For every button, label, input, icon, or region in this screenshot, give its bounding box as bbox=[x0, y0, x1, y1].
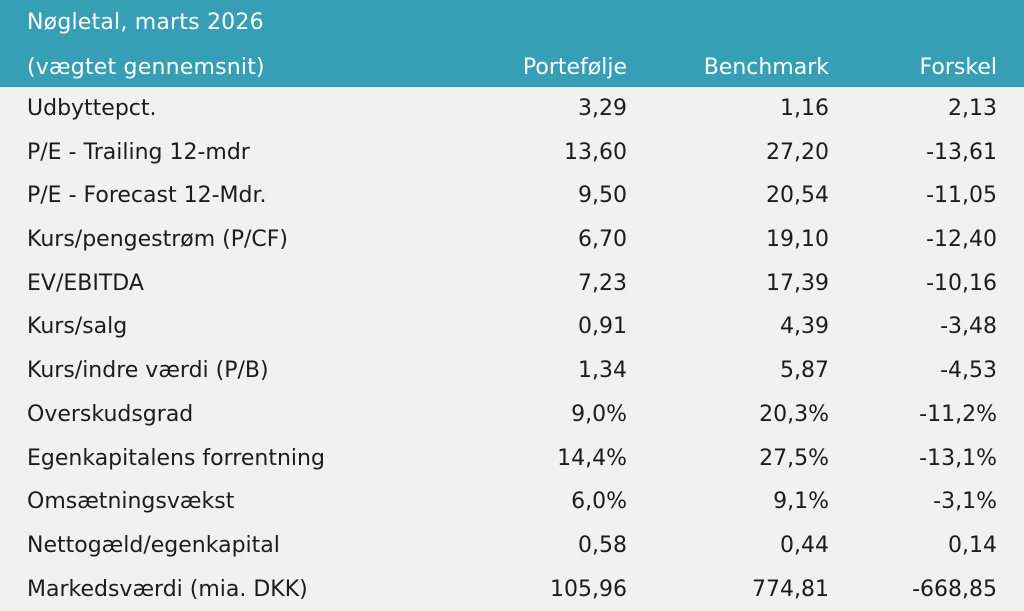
cell-portefolje: 105,96 bbox=[550, 576, 627, 602]
table-row: P/E - Forecast 12-Mdr. 9,50 20,54 -11,05 bbox=[0, 174, 1024, 218]
cell-portefolje: 7,23 bbox=[578, 270, 627, 296]
cell-portefolje: 14,4% bbox=[557, 445, 627, 471]
cell-benchmark: 5,87 bbox=[780, 358, 829, 384]
row-label: Kurs/salg bbox=[27, 314, 128, 340]
row-label: Nettogæld/egenkapital bbox=[27, 532, 280, 558]
cell-portefolje: 9,0% bbox=[571, 401, 627, 427]
cell-benchmark: 17,39 bbox=[766, 270, 829, 296]
cell-portefolje: 6,0% bbox=[571, 489, 627, 515]
column-header-portefolje: Portefølje bbox=[522, 55, 627, 80]
table-row: P/E - Trailing 12-mdr 13,60 27,20 -13,61 bbox=[0, 131, 1024, 175]
row-label: Kurs/pengestrøm (P/CF) bbox=[27, 227, 289, 253]
column-header-forskel: Forskel bbox=[919, 55, 997, 80]
row-label: P/E - Trailing 12-mdr bbox=[27, 139, 250, 165]
cell-forskel: 0,14 bbox=[948, 532, 997, 558]
cell-portefolje: 3,29 bbox=[578, 96, 627, 121]
table-row: Kurs/indre værdi (P/B) 1,34 5,87 -4,53 bbox=[0, 349, 1024, 393]
table-row: Markedsværdi (mia. DKK) 105,96 774,81 -668,… bbox=[0, 568, 1024, 611]
row-label: EV/EBITDA bbox=[27, 270, 144, 296]
cell-benchmark: 1,16 bbox=[780, 96, 829, 121]
cell-forskel: -11,2% bbox=[919, 401, 997, 427]
cell-forskel: -4,53 bbox=[940, 358, 997, 384]
cell-benchmark: 27,5% bbox=[759, 445, 829, 471]
table-subtitle: (vægtet gennemsnit) bbox=[27, 55, 265, 80]
cell-portefolje: 9,50 bbox=[578, 183, 627, 209]
cell-forskel: -10,16 bbox=[926, 270, 997, 296]
cell-portefolje: 1,34 bbox=[578, 358, 627, 384]
cell-benchmark: 27,20 bbox=[766, 139, 829, 165]
cell-forskel: 2,13 bbox=[948, 96, 997, 121]
cell-forskel: -13,1% bbox=[919, 445, 997, 471]
table-header: Nøgletal, marts 2026 (vægtet gennemsnit)… bbox=[0, 0, 1024, 87]
cell-portefolje: 0,58 bbox=[578, 532, 627, 558]
table-row: Egenkapitalens forrentning 14,4% 27,5% -13,… bbox=[0, 437, 1024, 481]
cell-forskel: -13,61 bbox=[926, 139, 997, 165]
cell-forskel: -12,40 bbox=[926, 227, 997, 253]
table-row: Kurs/pengestrøm (P/CF) 6,70 19,10 -12,40 bbox=[0, 218, 1024, 262]
table-row: Overskudsgrad 9,0% 20,3% -11,2% bbox=[0, 393, 1024, 437]
cell-forskel: -11,05 bbox=[926, 183, 997, 209]
cell-benchmark: 4,39 bbox=[780, 314, 829, 340]
row-label: Egenkapitalens forrentning bbox=[27, 445, 325, 471]
table-row: EV/EBITDA 7,23 17,39 -10,16 bbox=[0, 262, 1024, 306]
table-title: Nøgletal, marts 2026 bbox=[27, 10, 264, 35]
column-header-benchmark: Benchmark bbox=[703, 55, 829, 80]
cell-benchmark: 20,3% bbox=[759, 401, 829, 427]
cell-forskel: -668,85 bbox=[912, 576, 997, 602]
cell-benchmark: 9,1% bbox=[773, 489, 829, 515]
table-body: Udbyttepct. 3,29 1,16 2,13 P/E - Trailing 12… bbox=[0, 87, 1024, 611]
row-label: Omsætningsvækst bbox=[27, 489, 235, 515]
row-label: P/E - Forecast 12-Mdr. bbox=[27, 183, 267, 209]
cell-portefolje: 6,70 bbox=[578, 227, 627, 253]
cell-benchmark: 19,10 bbox=[766, 227, 829, 253]
row-label: Markedsværdi (mia. DKK) bbox=[27, 576, 308, 602]
row-label: Overskudsgrad bbox=[27, 401, 194, 427]
cell-benchmark: 774,81 bbox=[752, 576, 829, 602]
table-row: Udbyttepct. 3,29 1,16 2,13 bbox=[0, 87, 1024, 131]
row-label: Udbyttepct. bbox=[27, 96, 157, 121]
cell-benchmark: 0,44 bbox=[780, 532, 829, 558]
table-row: Kurs/salg 0,91 4,39 -3,48 bbox=[0, 305, 1024, 349]
cell-forskel: -3,48 bbox=[940, 314, 997, 340]
cell-portefolje: 13,60 bbox=[564, 139, 627, 165]
cell-forskel: -3,1% bbox=[933, 489, 997, 515]
cell-portefolje: 0,91 bbox=[578, 314, 627, 340]
cell-benchmark: 20,54 bbox=[766, 183, 829, 209]
table-row: Nettogæld/egenkapital 0,58 0,44 0,14 bbox=[0, 524, 1024, 568]
table-row: Omsætningsvækst 6,0% 9,1% -3,1% bbox=[0, 480, 1024, 524]
row-label: Kurs/indre værdi (P/B) bbox=[27, 358, 269, 384]
